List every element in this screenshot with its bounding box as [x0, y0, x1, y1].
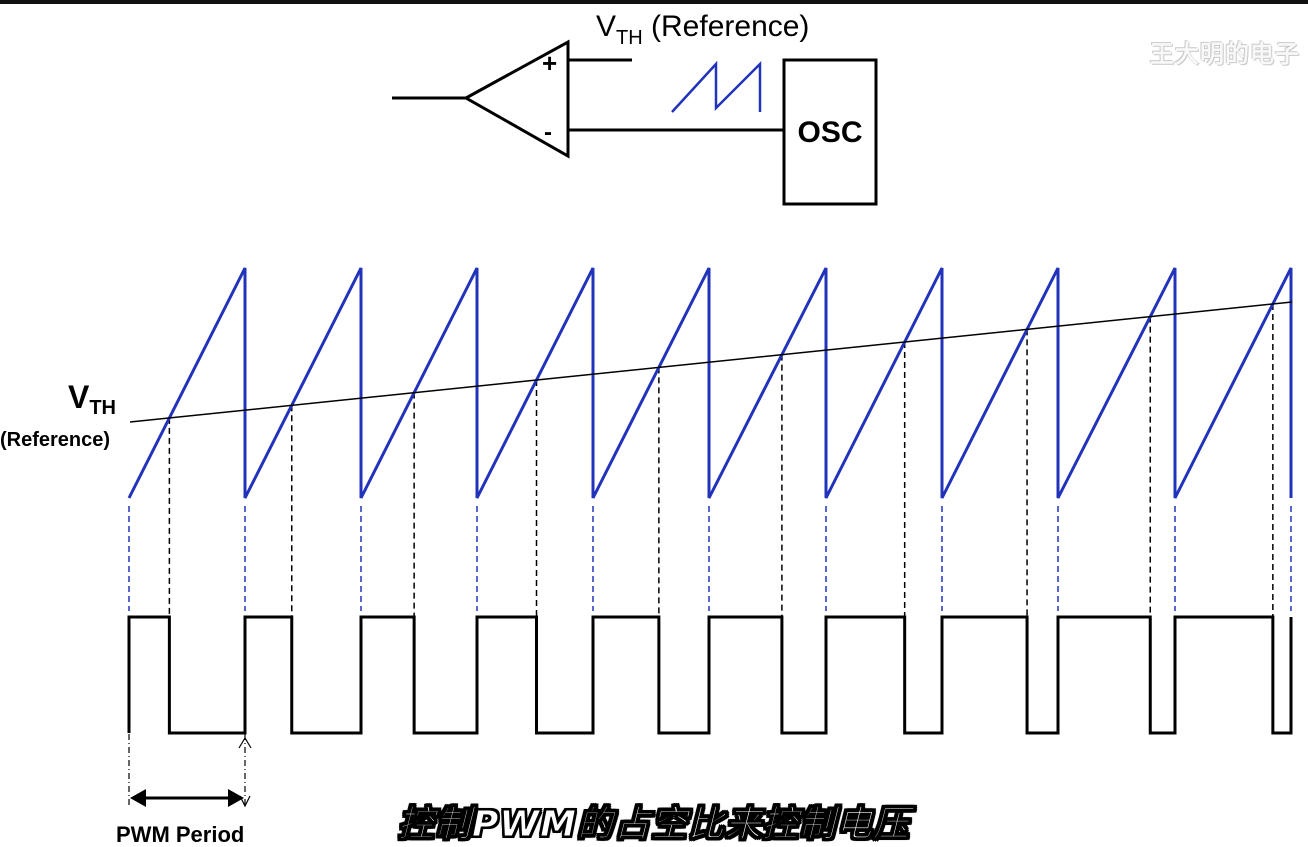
vth-reference-label: (Reference)	[0, 429, 110, 451]
sawtooth-symbol	[671, 60, 762, 113]
comparator-triangle	[462, 39, 570, 159]
pwm-line	[127, 615, 1293, 735]
top-border	[0, 0, 1308, 4]
threshold-line	[129, 301, 1293, 423]
period-arrow-left-head	[130, 789, 146, 807]
oscillator-box	[782, 58, 878, 206]
comparator-plus-sign: +	[542, 48, 557, 78]
pwm-period-annotation: PWM Period	[116, 734, 252, 845]
period-arrow-right-head	[228, 789, 244, 807]
guide-lines	[128, 303, 1292, 617]
oscillator-label: OSC	[797, 116, 862, 149]
vth-label: VTH	[68, 379, 116, 419]
comparator-minus-sign: -	[544, 119, 552, 146]
sawtooth-line	[127, 267, 1293, 499]
period-down-arrowhead	[239, 795, 251, 808]
subtitle-caption: 控制PWM的占空比来控制电压	[398, 804, 910, 846]
comparator-circuit: + - VTH (Reference) OSC	[392, 10, 878, 206]
pwm-waveform	[127, 615, 1293, 735]
pwm-period-label: PWM Period	[116, 822, 244, 845]
period-up-arrowhead	[238, 736, 252, 749]
watermark: 王大明的电子	[1150, 40, 1300, 68]
reference-label: VTH (Reference)	[596, 10, 809, 49]
sawtooth-waveform	[127, 267, 1293, 499]
